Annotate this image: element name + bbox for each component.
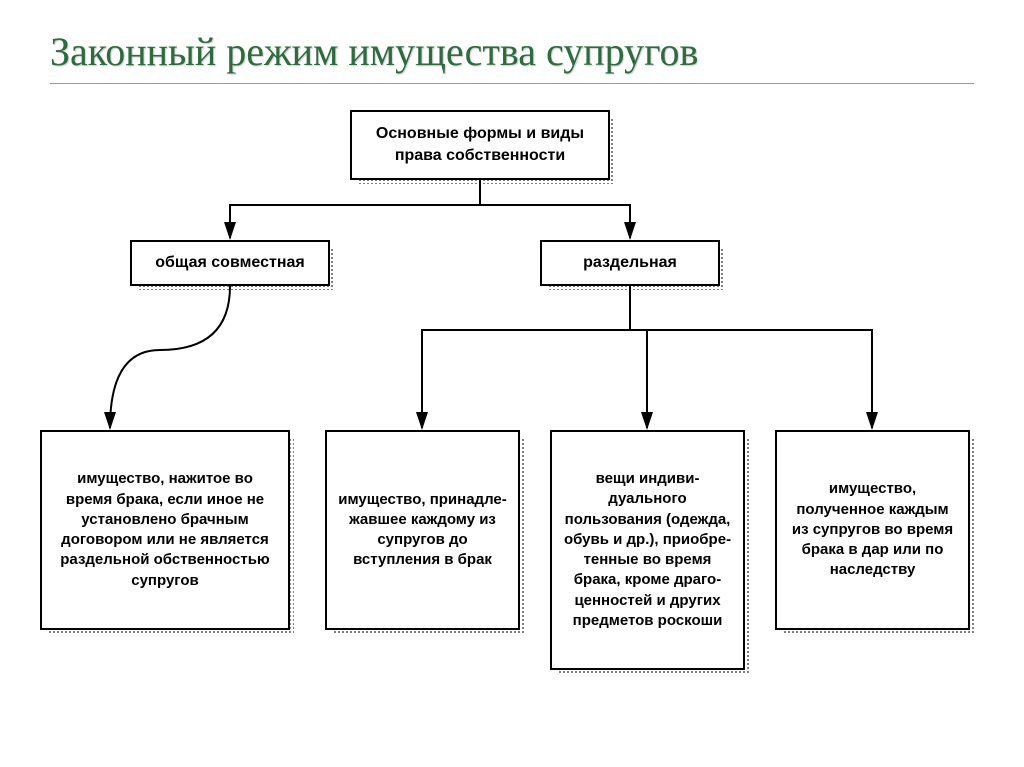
node-root: Основные формы и виды права собственност…	[350, 110, 610, 180]
node-leaf-a-label: имущество, нажитое во время брака, если …	[52, 469, 278, 591]
node-leaf-a: имущество, нажитое во время брака, если …	[40, 430, 290, 630]
node-separate: раздельная	[540, 240, 720, 286]
node-leaf-d-label: имущество, полученное каждым из супругов…	[787, 479, 958, 580]
node-leaf-d: имущество, полученное каждым из супругов…	[775, 430, 970, 630]
slide-title-wrap: Законный режим имущества супругов	[50, 28, 974, 84]
node-joint-label: общая совместная	[155, 252, 304, 274]
node-joint: общая совместная	[130, 240, 330, 286]
node-separate-label: раздельная	[583, 252, 677, 274]
slide-title: Законный режим имущества супругов	[50, 28, 974, 84]
node-leaf-b: имущество, принадле-жавшее каждому из су…	[325, 430, 520, 630]
node-leaf-c: вещи индиви-дуального пользования (одежд…	[550, 430, 745, 670]
node-root-label: Основные формы и виды права собственност…	[362, 123, 598, 166]
node-leaf-b-label: имущество, принадле-жавшее каждому из су…	[337, 490, 508, 571]
node-leaf-c-label: вещи индиви-дуального пользования (одежд…	[562, 469, 733, 631]
